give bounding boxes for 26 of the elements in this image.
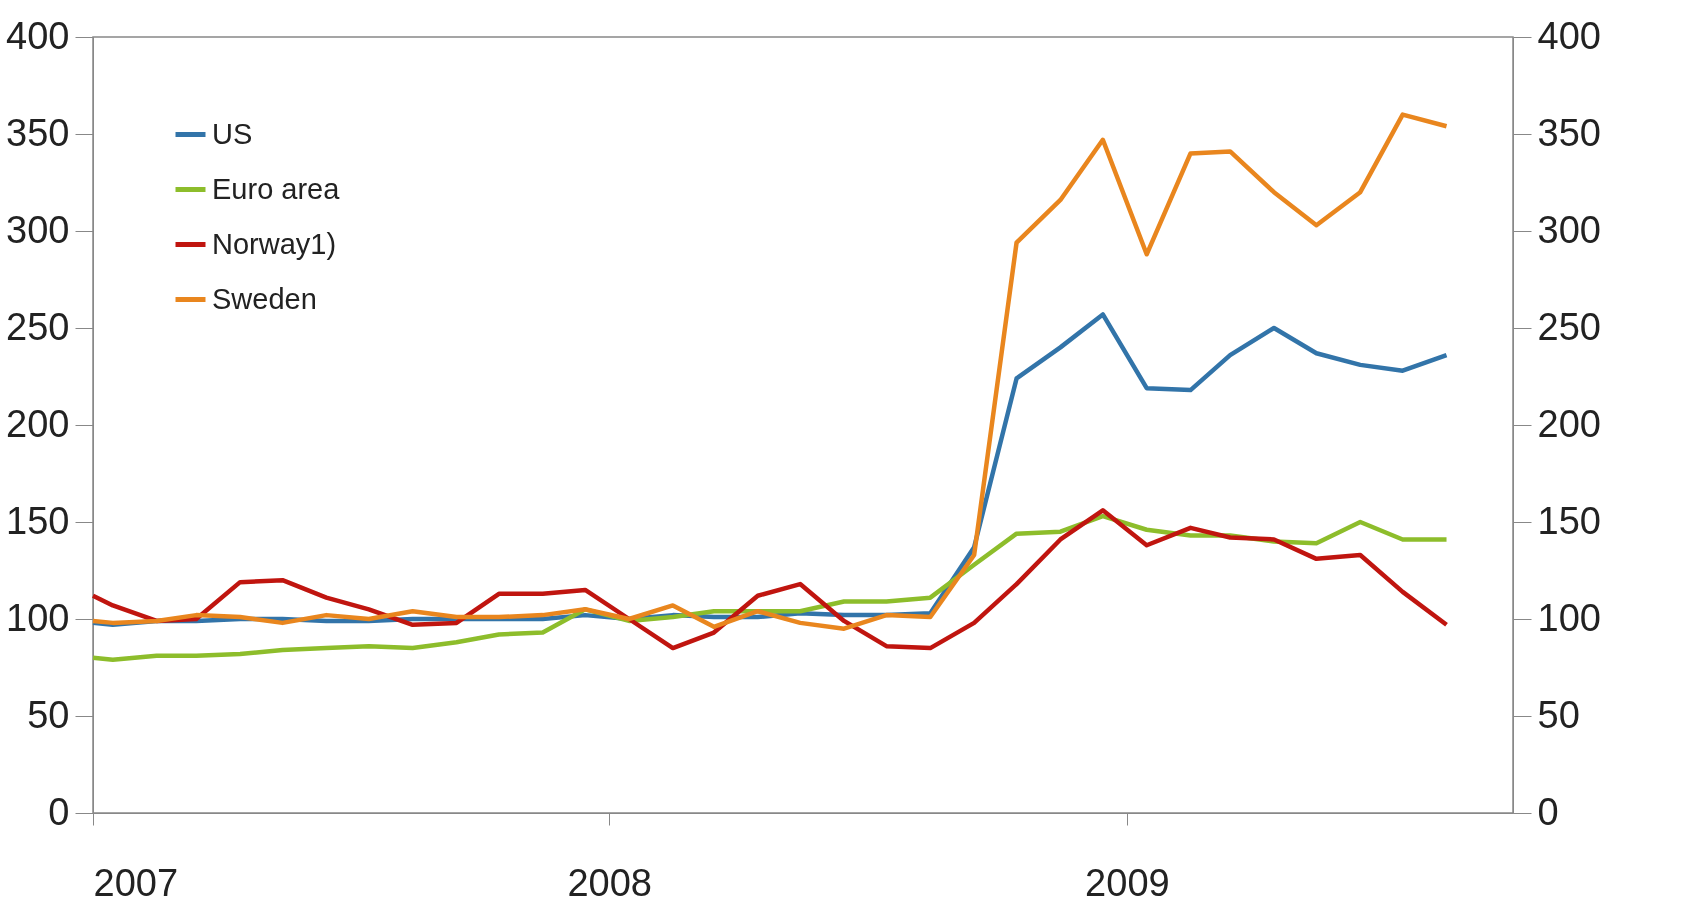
y2-tick-label: 150 — [1537, 499, 1601, 542]
y2-tick-label: 0 — [1537, 790, 1559, 833]
y2-tick-label: 300 — [1537, 208, 1601, 251]
y2-tick-label: 100 — [1537, 596, 1601, 639]
y-tick-label: 150 — [6, 499, 70, 542]
legend-label: Sweden — [212, 282, 317, 315]
x-tick-label: 2007 — [93, 861, 179, 904]
y-tick-label: 250 — [6, 305, 70, 348]
y-tick-label: 400 — [6, 14, 70, 57]
x-tick-label: 2009 — [1085, 861, 1170, 904]
y-tick-label: 0 — [48, 790, 70, 833]
legend-label: Euro area — [212, 172, 341, 205]
y-tick-label: 100 — [6, 596, 70, 639]
y-tick-label: 300 — [6, 208, 70, 251]
y-tick-label: 350 — [6, 111, 70, 154]
y2-tick-label: 350 — [1537, 111, 1601, 154]
x-tick-label: 2008 — [567, 861, 653, 904]
y-tick-label: 50 — [27, 693, 70, 736]
y2-tick-label: 250 — [1537, 305, 1601, 348]
legend-label: US — [212, 117, 253, 150]
line-series — [90, 112, 1449, 631]
legend-label: Norway1) — [212, 227, 337, 260]
y-tick-label: 200 — [6, 402, 70, 445]
y2-tick-label: 50 — [1537, 693, 1580, 736]
y2-tick-label: 400 — [1537, 14, 1601, 57]
y2-tick-label: 200 — [1537, 402, 1601, 445]
